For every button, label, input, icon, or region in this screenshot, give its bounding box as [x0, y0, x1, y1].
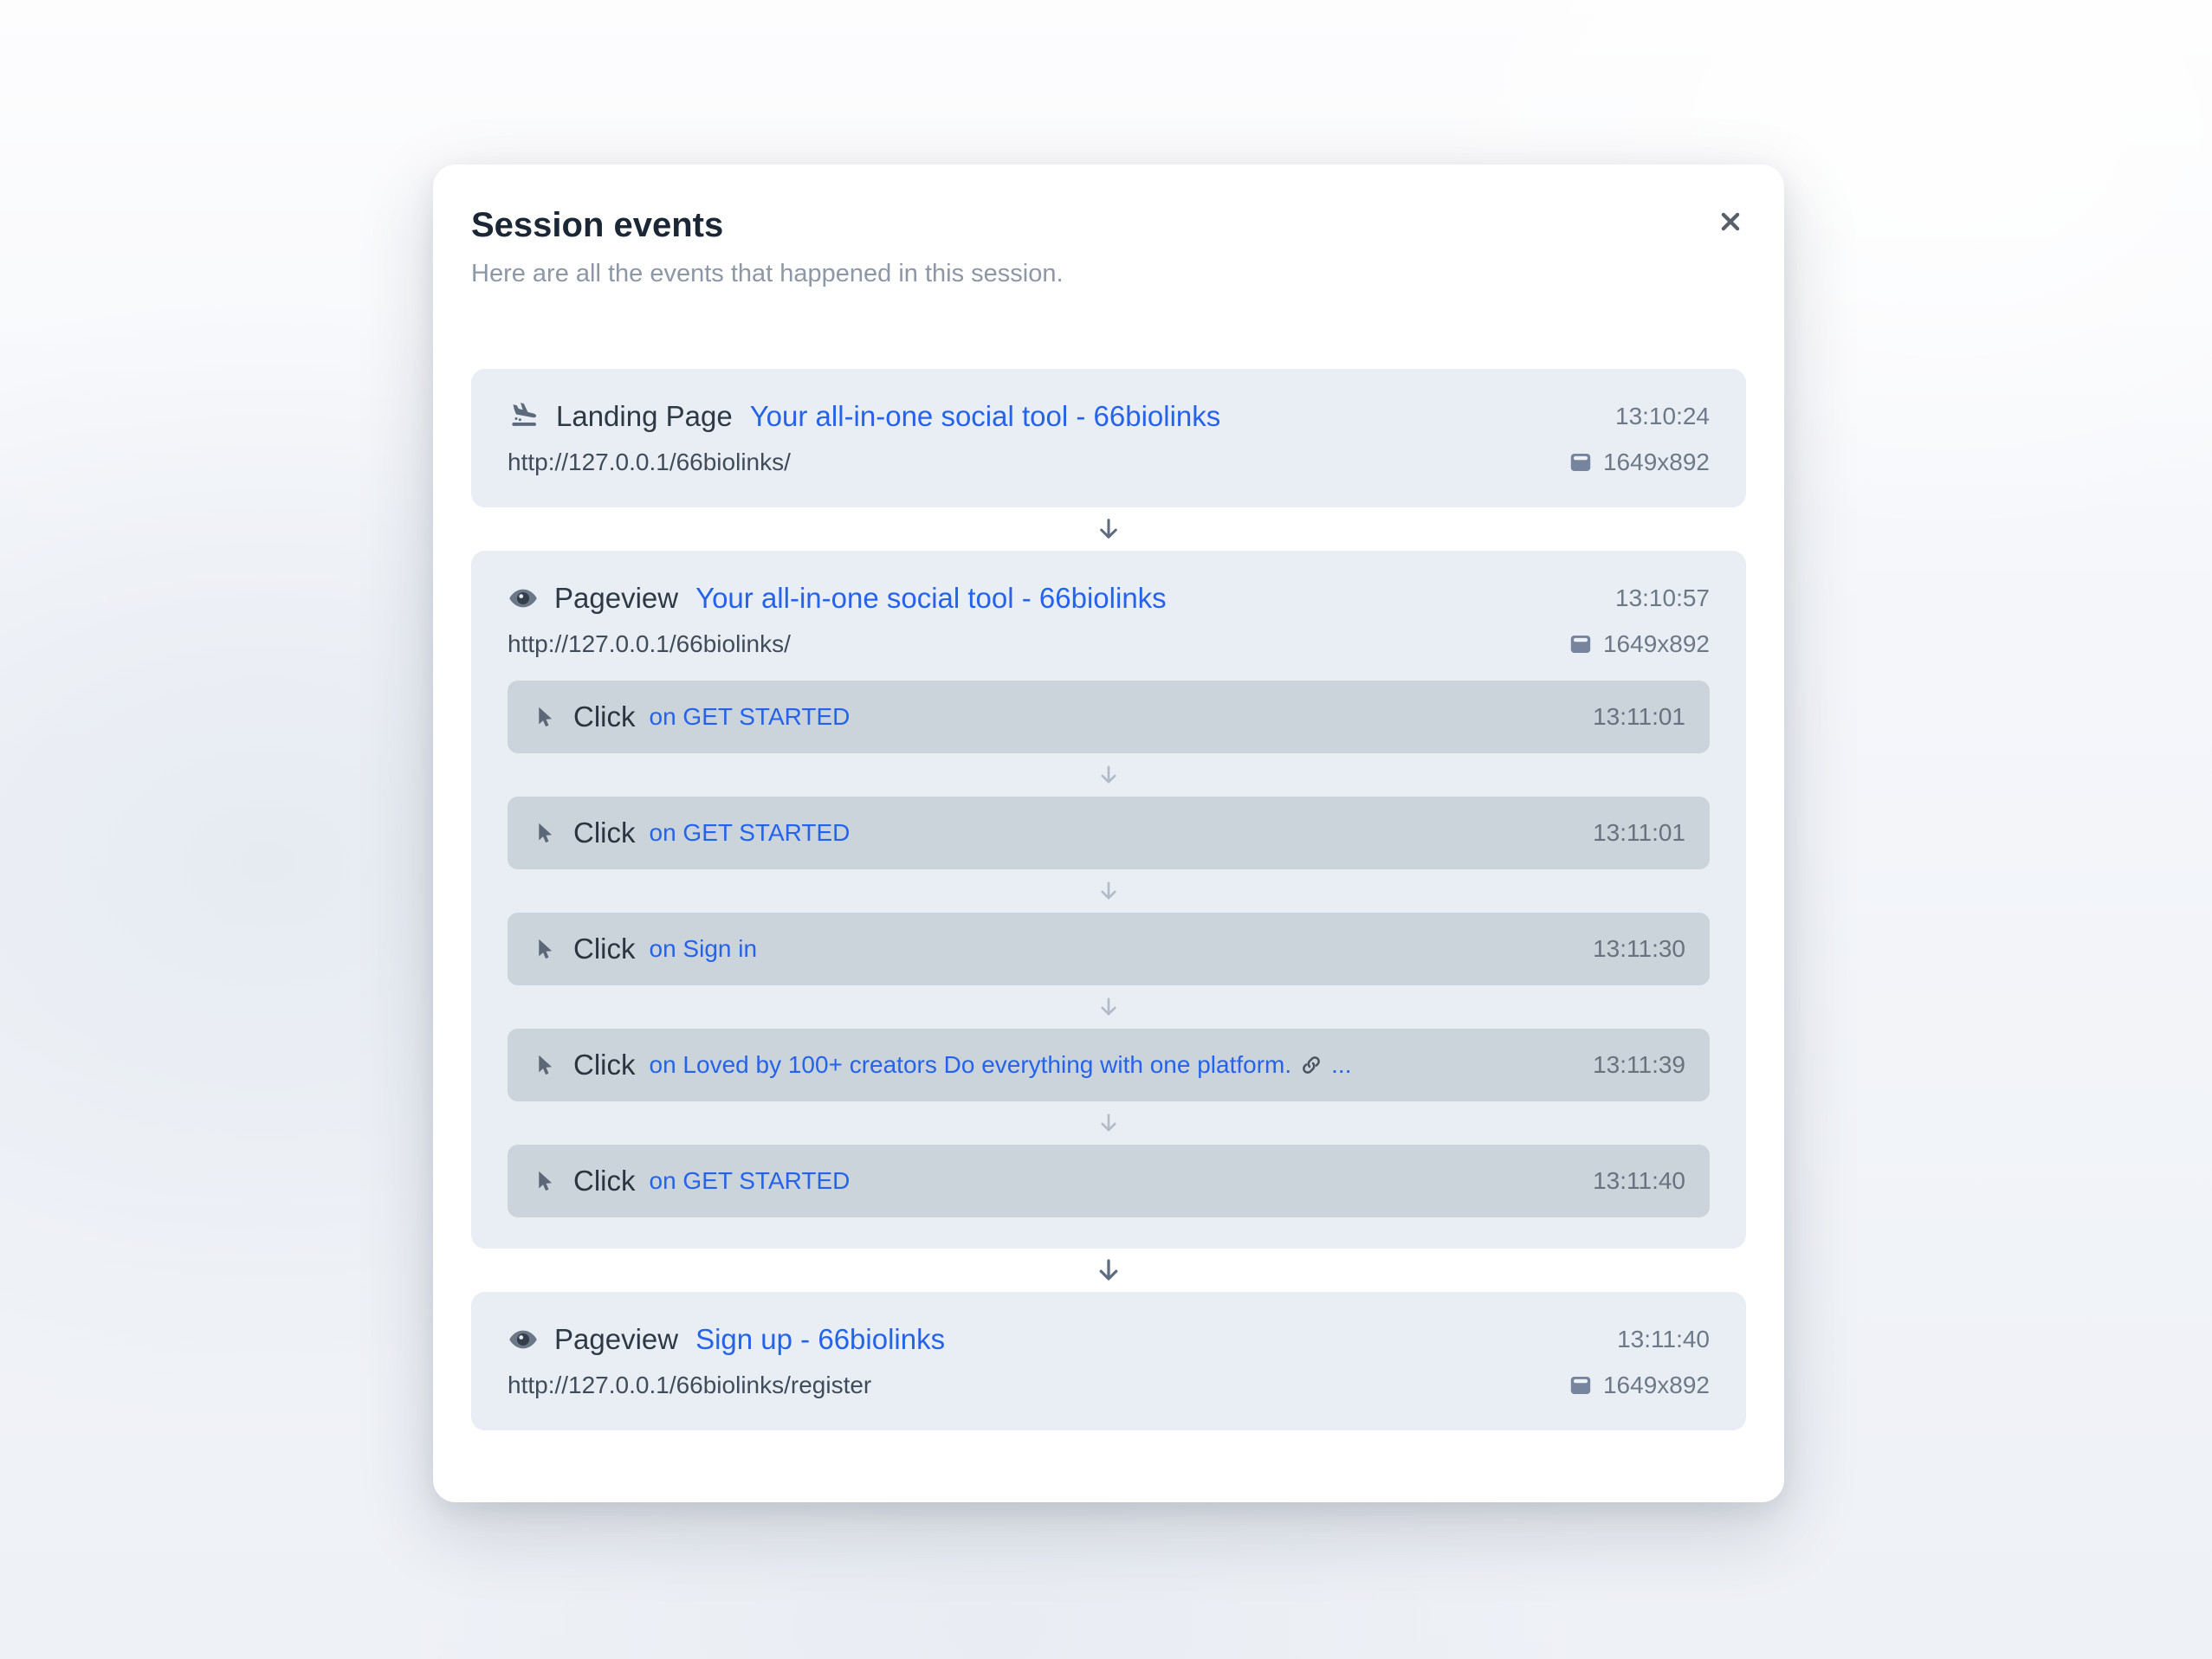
close-button[interactable]: [1711, 203, 1750, 241]
arrow-down-icon: [1094, 1256, 1123, 1285]
event-url: http://127.0.0.1/66biolinks/: [508, 448, 791, 475]
event-screen-size: 1649x892: [1568, 630, 1710, 658]
close-icon: [1717, 209, 1743, 235]
eye-icon: [508, 1324, 539, 1355]
event-page-link[interactable]: Your all-in-one social tool - 66biolinks: [749, 399, 1221, 432]
click-target-link[interactable]: on GET STARTED: [649, 702, 851, 730]
cursor-icon: [532, 937, 556, 961]
cursor-icon: [532, 1169, 556, 1193]
cursor-icon: [532, 821, 556, 845]
session-events-modal: Session events Here are all the events t…: [433, 165, 1784, 1502]
event-url: http://127.0.0.1/66biolinks/: [508, 629, 791, 657]
click-event-row: Click on Loved by 100+ creators Do every…: [508, 1028, 1710, 1101]
click-time: 13:11:30: [1593, 934, 1685, 962]
timeline-arrow: [508, 869, 1710, 913]
event-type-label: Pageview: [554, 581, 679, 614]
event-type-label: Pageview: [554, 1322, 679, 1355]
timeline-arrow: [508, 985, 1710, 1029]
click-time: 13:11:40: [1593, 1166, 1685, 1194]
click-target-link[interactable]: on Loved by 100+ creators Do everything …: [650, 1051, 1352, 1079]
cursor-icon: [532, 1053, 556, 1077]
click-target-link[interactable]: on Sign in: [649, 934, 758, 962]
arrow-down-icon: [1096, 995, 1121, 1019]
click-time: 13:11:39: [1593, 1050, 1685, 1078]
eye-icon: [508, 583, 539, 614]
event-screen-size: 1649x892: [1568, 449, 1710, 476]
arrow-down-icon: [1096, 879, 1121, 903]
event-time: 13:11:40: [1617, 1325, 1710, 1352]
device-screen-icon: [1568, 450, 1593, 474]
click-event-row: Click on Sign in 13:11:30: [508, 912, 1710, 985]
click-time: 13:11:01: [1593, 702, 1685, 730]
event-time: 13:10:57: [1615, 584, 1710, 611]
arrow-down-icon: [1096, 763, 1121, 787]
click-event-row: Click on GET STARTED 13:11:01: [508, 796, 1710, 869]
click-events-list: Click on GET STARTED 13:11:01 Click on G…: [508, 680, 1710, 1217]
click-label: Click: [573, 700, 636, 733]
screen-resolution: 1649x892: [1602, 448, 1710, 475]
event-card-pageview-1: Pageview Your all-in-one social tool - 6…: [471, 550, 1746, 1249]
plane-landing-icon: [508, 400, 540, 433]
timeline-arrow: [508, 753, 1710, 797]
click-event-row: Click on GET STARTED 13:11:40: [508, 1144, 1710, 1217]
event-screen-size: 1649x892: [1568, 1372, 1710, 1399]
event-card-pageview-2: Pageview Sign up - 66biolinks 13:11:40 h…: [471, 1291, 1746, 1430]
event-page-link[interactable]: Sign up - 66biolinks: [695, 1322, 946, 1355]
timeline-arrow: [471, 1249, 1746, 1292]
event-type-label: Landing Page: [556, 399, 733, 432]
screen-resolution: 1649x892: [1602, 1371, 1710, 1398]
timeline-arrow: [508, 1101, 1710, 1145]
click-event-row: Click on GET STARTED 13:11:01: [508, 680, 1710, 753]
cursor-icon: [532, 705, 556, 729]
event-time: 13:10:24: [1615, 402, 1710, 429]
click-target-link[interactable]: on GET STARTED: [649, 1166, 851, 1194]
event-card-landing-page: Landing Page Your all-in-one social tool…: [471, 368, 1746, 507]
event-url: http://127.0.0.1/66biolinks/register: [508, 1371, 872, 1398]
click-target-ellipsis: ...: [1331, 1050, 1352, 1078]
timeline-arrow: [471, 507, 1746, 551]
device-screen-icon: [1568, 1373, 1593, 1398]
click-label: Click: [573, 816, 636, 849]
click-target-text: on Loved by 100+ creators Do everything …: [649, 1050, 1292, 1078]
click-label: Click: [573, 1048, 636, 1081]
device-screen-icon: [1568, 632, 1593, 656]
events-timeline: Landing Page Your all-in-one social tool…: [471, 368, 1746, 1430]
screen-resolution: 1649x892: [1602, 629, 1710, 657]
link-icon: [1300, 1054, 1323, 1076]
click-label: Click: [573, 1164, 636, 1197]
modal-title: Session events: [471, 206, 724, 244]
click-target-link[interactable]: on GET STARTED: [649, 818, 851, 846]
click-time: 13:11:01: [1593, 818, 1685, 846]
arrow-down-icon: [1095, 515, 1122, 543]
click-label: Click: [573, 932, 636, 965]
arrow-down-icon: [1096, 1111, 1121, 1135]
event-page-link[interactable]: Your all-in-one social tool - 66biolinks: [695, 581, 1167, 614]
modal-subtitle: Here are all the events that happened in…: [471, 260, 1064, 287]
